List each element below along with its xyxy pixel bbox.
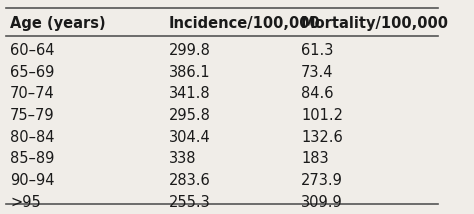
- Text: 183: 183: [301, 152, 329, 166]
- Text: 61.3: 61.3: [301, 43, 334, 58]
- Text: 255.3: 255.3: [169, 195, 210, 210]
- Text: 90–94: 90–94: [10, 173, 55, 188]
- Text: 101.2: 101.2: [301, 108, 343, 123]
- Text: 309.9: 309.9: [301, 195, 343, 210]
- Text: Incidence/100,000: Incidence/100,000: [169, 16, 320, 31]
- Text: 70–74: 70–74: [10, 86, 55, 101]
- Text: 75–79: 75–79: [10, 108, 55, 123]
- Text: 341.8: 341.8: [169, 86, 210, 101]
- Text: 299.8: 299.8: [169, 43, 211, 58]
- Text: 273.9: 273.9: [301, 173, 343, 188]
- Text: 80–84: 80–84: [10, 130, 55, 145]
- Text: 304.4: 304.4: [169, 130, 210, 145]
- Text: 295.8: 295.8: [169, 108, 211, 123]
- Text: 283.6: 283.6: [169, 173, 210, 188]
- Text: >95: >95: [10, 195, 41, 210]
- Text: 60–64: 60–64: [10, 43, 55, 58]
- Text: 386.1: 386.1: [169, 64, 210, 80]
- Text: 338: 338: [169, 152, 196, 166]
- Text: Age (years): Age (years): [10, 16, 106, 31]
- Text: 65–69: 65–69: [10, 64, 55, 80]
- Text: 73.4: 73.4: [301, 64, 334, 80]
- Text: 85–89: 85–89: [10, 152, 55, 166]
- Text: 84.6: 84.6: [301, 86, 334, 101]
- Text: 132.6: 132.6: [301, 130, 343, 145]
- Text: Mortality/100,000: Mortality/100,000: [301, 16, 449, 31]
